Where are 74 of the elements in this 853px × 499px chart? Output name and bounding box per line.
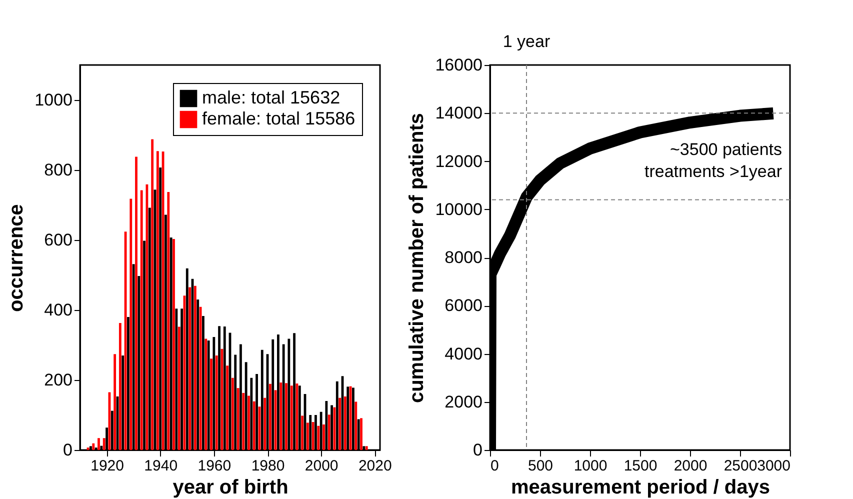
bar — [280, 382, 282, 450]
bar — [194, 286, 196, 450]
bar — [151, 139, 154, 450]
bar — [360, 418, 362, 450]
bar — [328, 414, 330, 450]
bar — [167, 192, 170, 450]
y-tick-label: 14000 — [435, 104, 482, 123]
x-tick-label: 1940 — [144, 458, 178, 474]
y-tick-label: 0 — [473, 440, 482, 460]
bar — [344, 396, 346, 450]
y-tick-label: 6000 — [444, 296, 482, 316]
bar — [306, 422, 309, 450]
x-tick-label: 500 — [528, 458, 554, 474]
y-tick-label: 8000 — [444, 248, 482, 267]
bar — [301, 416, 304, 450]
bar — [118, 322, 122, 450]
bar — [215, 356, 218, 450]
bar — [264, 398, 266, 450]
bar — [140, 190, 143, 450]
x-axis-title: year of birth — [172, 476, 288, 498]
y-axis-title: cumulative number of patients — [406, 112, 428, 404]
legend-label: male: total 15632 — [202, 88, 340, 108]
bar — [322, 424, 325, 450]
y-tick-label: 12000 — [435, 152, 482, 171]
x-tick-label: 2000 — [304, 458, 338, 474]
y-tick-label: 0 — [63, 440, 72, 460]
annotation: ~3500 patients treatments >1year — [644, 140, 782, 181]
x-axis-title: measurement period / days — [511, 476, 770, 498]
y-tick-label: 2000 — [444, 392, 482, 412]
bar — [156, 151, 159, 450]
y-tick-label: 16000 — [435, 56, 482, 74]
bar — [317, 426, 320, 450]
x-tick-label: 2500 — [724, 458, 758, 474]
legend-label: female: total 15586 — [202, 108, 356, 128]
x-tick-label: 0 — [490, 458, 499, 474]
bar — [242, 392, 245, 450]
bar — [92, 443, 95, 450]
bar — [338, 398, 342, 450]
y-axis-title: occurrence — [6, 204, 28, 312]
x-tick-label: 1000 — [574, 458, 608, 474]
bar — [172, 238, 175, 450]
bar — [248, 396, 250, 450]
bar — [268, 384, 272, 450]
bar — [204, 338, 208, 450]
bar — [178, 326, 180, 450]
bar — [285, 383, 288, 450]
bar — [354, 402, 358, 450]
bar — [210, 358, 212, 450]
x-tick-label: 1980 — [251, 458, 285, 474]
x-tick-label: 2000 — [674, 458, 708, 474]
x-tick-label: 2020 — [358, 458, 392, 474]
bar — [226, 366, 229, 450]
bar — [290, 386, 293, 450]
bar — [102, 438, 106, 450]
x-tick-label: 1920 — [90, 458, 124, 474]
x-tick-label: 1500 — [624, 458, 658, 474]
x-tick-label: 1960 — [198, 458, 232, 474]
bar — [231, 378, 234, 450]
x-tick-label: 3000 — [757, 458, 790, 474]
y-tick-label: 600 — [44, 230, 72, 250]
y-tick-label: 200 — [44, 370, 72, 390]
bar — [130, 198, 132, 450]
bar — [188, 287, 192, 450]
bar — [135, 156, 138, 450]
bar — [252, 401, 256, 450]
y-tick-label: 800 — [44, 160, 72, 180]
y-tick-label: 4000 — [444, 344, 482, 364]
y-tick-label: 400 — [44, 300, 72, 320]
bar — [365, 446, 368, 450]
ref-line-label: 1 year — [502, 32, 550, 51]
bar — [98, 438, 100, 450]
bar — [114, 354, 116, 450]
y-tick-label: 10000 — [435, 200, 482, 219]
y-tick-label: 1000 — [34, 90, 72, 110]
